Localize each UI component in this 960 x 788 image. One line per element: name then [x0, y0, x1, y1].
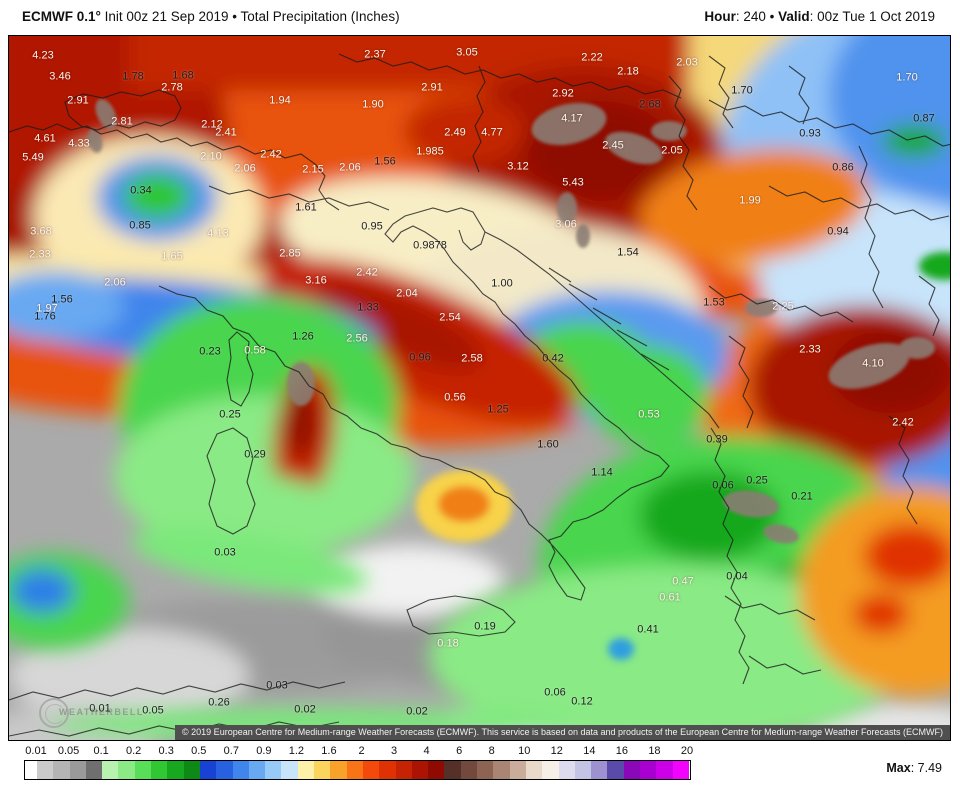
legend-tick: 1.6	[321, 745, 337, 757]
map-canvas	[9, 36, 950, 740]
hour-value: : 240	[735, 9, 766, 24]
legend-color-segment	[379, 761, 396, 779]
legend-color-segment	[558, 761, 575, 779]
legend-color-segment	[542, 761, 559, 779]
legend-color-segment	[607, 761, 624, 779]
legend-tick: 10	[518, 745, 531, 757]
legend-color-segment	[69, 761, 86, 779]
legend-color-segment	[330, 761, 347, 779]
legend-color-segment	[183, 761, 200, 779]
legend-tick: 6	[456, 745, 463, 757]
header-bar: ECMWF 0.1° Init 00z 21 Sep 2019 • Total …	[0, 0, 960, 35]
legend-tick: 1.2	[288, 745, 305, 757]
precipitation-map: WEATHERBELL © 2019 European Centre for M…	[8, 35, 951, 741]
valid-value: : 00z Tue 1 Oct 2019	[809, 9, 935, 24]
legend-color-segment	[85, 761, 103, 779]
legend-color-segment	[672, 761, 689, 779]
legend-color-segment	[591, 761, 608, 779]
legend-tick: 8	[488, 745, 495, 757]
precip-spots	[416, 252, 950, 660]
legend-color-segment	[118, 761, 135, 779]
legend-color-segment	[281, 761, 298, 779]
init-info: Init 00z 21 Sep 2019 • Total Precipitati…	[100, 9, 400, 24]
country-borders	[9, 53, 950, 737]
map-title: ECMWF 0.1° Init 00z 21 Sep 2019 • Total …	[22, 9, 400, 24]
legend-color-segment	[395, 761, 412, 779]
max-label: Max	[886, 761, 911, 775]
legend-color-segment	[25, 761, 37, 779]
legend-tick: 20	[680, 745, 694, 757]
legend-tick: 0.05	[57, 745, 80, 757]
legend-color-segment	[314, 761, 331, 779]
legend-color-segment	[656, 761, 673, 779]
legend-color-segment	[37, 761, 54, 779]
legend-color-segment	[493, 761, 510, 779]
legend-tick: 3	[390, 745, 398, 757]
legend-color-segment	[248, 761, 266, 779]
legend-color-bar	[24, 760, 691, 780]
legend-color-segment	[232, 761, 249, 779]
valid-label: Valid	[778, 9, 810, 24]
legend-color-segment	[362, 761, 380, 779]
legend-tick: 0.9	[256, 745, 272, 757]
legend-tick: 2	[358, 745, 365, 757]
max-value: Max: 7.49	[886, 761, 942, 775]
color-scale-legend: 0.01 0.05 0.1 0.2 0.3 0.5 0.7 0.9 1.2 1.6 2 3 4 6 8 10 1…	[0, 744, 960, 788]
legend-color-segment	[460, 761, 478, 779]
legend-color-segment	[444, 761, 461, 779]
legend-color-segment	[102, 761, 119, 779]
valid-time: Hour: 240 • Valid: 00z Tue 1 Oct 2019	[704, 9, 935, 24]
legend-color-segment	[134, 761, 152, 779]
legend-color-segment	[574, 761, 592, 779]
legend-tick: 0.7	[223, 745, 239, 757]
legend-color-segment	[167, 761, 184, 779]
legend-color-segment	[639, 761, 657, 779]
legend-color-segment	[199, 761, 217, 779]
terrain-shading	[87, 99, 935, 544]
separator-dot: •	[765, 9, 779, 24]
max-number: : 7.49	[910, 761, 942, 775]
copyright-bar: © 2019 European Centre for Medium-range …	[175, 725, 950, 740]
legend-tick: 0.5	[191, 745, 207, 757]
watermark-text: WEATHERBELL	[59, 707, 144, 717]
legend-color-segment	[428, 761, 445, 779]
legend-tick: 0.01	[25, 745, 47, 757]
legend-color-segment	[411, 761, 429, 779]
legend-tick: 0.2	[125, 745, 142, 757]
legend-color-segment	[53, 761, 70, 779]
legend-tick: 16	[615, 745, 629, 757]
legend-color-segment	[216, 761, 233, 779]
legend-tick: 4	[423, 745, 430, 757]
legend-color-segment	[509, 761, 526, 779]
watermark-logo-icon	[39, 698, 69, 728]
watermark: WEATHERBELL	[39, 696, 189, 736]
legend-color-segment	[477, 761, 494, 779]
legend-color-segment	[151, 761, 168, 779]
legend-tick: 0.1	[93, 745, 109, 757]
legend-tick: 18	[648, 745, 661, 757]
legend-tick: 0.3	[158, 745, 174, 757]
hour-label: Hour	[704, 9, 736, 24]
model-name: ECMWF 0.1°	[22, 9, 101, 24]
legend-tick: 14	[583, 745, 596, 757]
legend-tick: 12	[550, 745, 563, 757]
legend-color-segment	[623, 761, 640, 779]
legend-color-segment	[346, 761, 363, 779]
legend-color-segment	[525, 761, 543, 779]
legend-tick-labels: 0.01 0.05 0.1 0.2 0.3 0.5 0.7 0.9 1.2 1.6 2 3 4 6 8 10 1…	[24, 744, 704, 758]
legend-color-segment	[297, 761, 315, 779]
legend-color-segment	[265, 761, 282, 779]
